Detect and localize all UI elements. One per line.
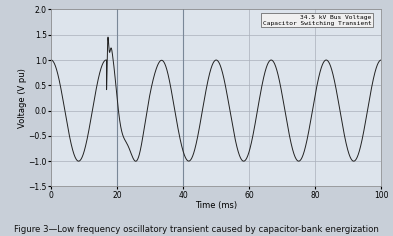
Text: 34.5 kV Bus Voltage
Capacitor Switching Transient: 34.5 kV Bus Voltage Capacitor Switching … (263, 15, 371, 25)
Text: Figure 3—Low frequency oscillatory transient caused by capacitor-bank energizati: Figure 3—Low frequency oscillatory trans… (14, 225, 379, 234)
Y-axis label: Voltage (V pu): Voltage (V pu) (18, 68, 27, 128)
X-axis label: Time (ms): Time (ms) (195, 201, 237, 210)
